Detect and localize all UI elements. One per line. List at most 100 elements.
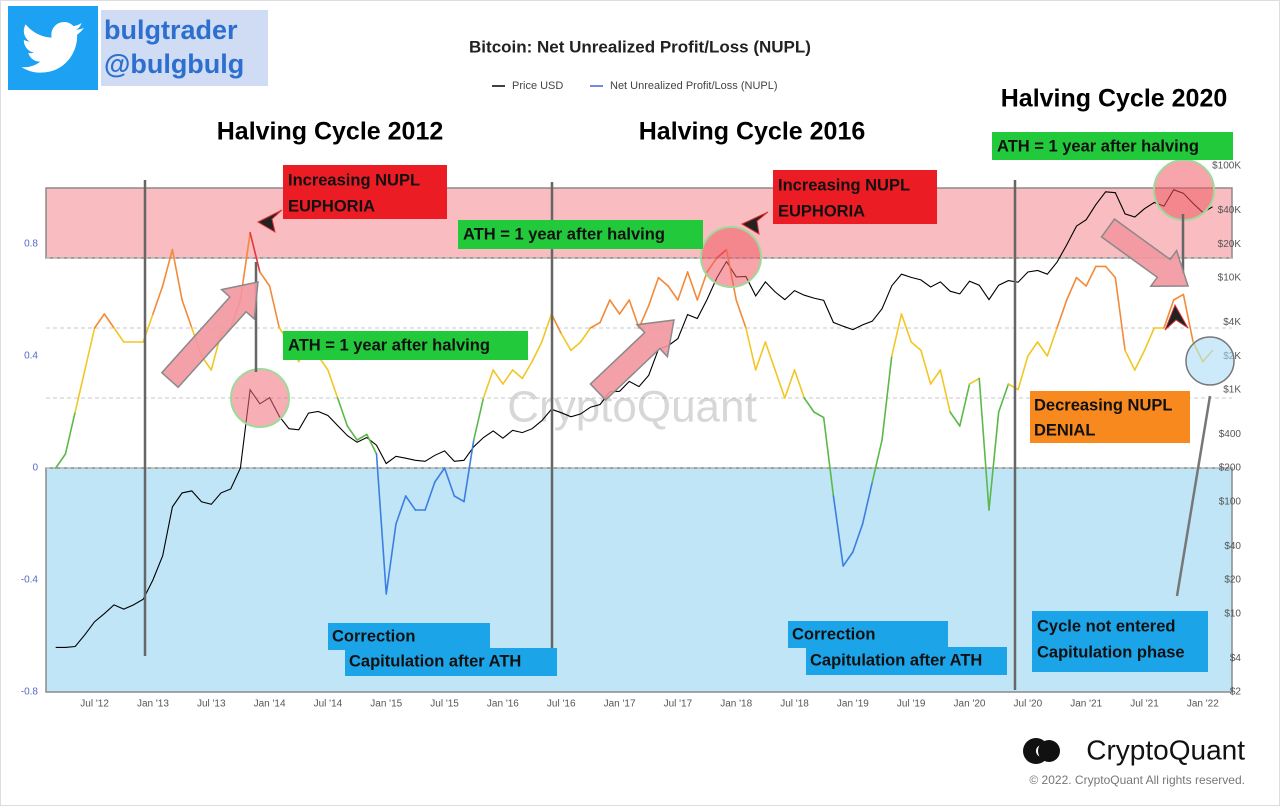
annotation-text: Capitulation phase	[1037, 643, 1185, 661]
nupl-segment	[1104, 265, 1117, 279]
nupl-segment	[861, 481, 874, 525]
nupl-segment	[560, 332, 572, 352]
nupl-segment	[754, 341, 767, 371]
nupl-segment	[1065, 276, 1078, 301]
nupl-segment	[1017, 355, 1029, 391]
nupl-segment	[1085, 265, 1097, 287]
nupl-segment	[696, 271, 708, 301]
x-tick-label: Jul '12	[80, 699, 109, 710]
annotation-box	[328, 623, 490, 650]
nupl-segment	[628, 299, 640, 329]
arrowhead	[256, 209, 283, 234]
annotation-text: Halving Cycle 2012	[217, 118, 444, 146]
annotation-text: Halving Cycle 2016	[639, 118, 866, 146]
x-tick-label: Jan '18	[720, 699, 752, 710]
highlight-circle	[700, 226, 762, 288]
nupl-segment	[1036, 341, 1049, 357]
y2-tick-label: $100	[1219, 496, 1242, 507]
overlay-layer: Halving Cycle 2012 Halving Cycle 2016 Halv…	[143, 85, 1235, 690]
nupl-segment	[832, 495, 844, 567]
nupl-segment	[959, 383, 971, 427]
nupl-segment	[482, 369, 494, 399]
nupl-segment	[920, 349, 932, 385]
nupl-segment	[385, 523, 397, 595]
nupl-segment	[890, 313, 903, 357]
nupl-segment	[978, 377, 990, 511]
nupl-segment	[822, 416, 835, 497]
nupl-segment	[93, 313, 106, 329]
y2-tick-label: $40K	[1218, 205, 1242, 216]
y2-tick-label: $40	[1224, 541, 1241, 552]
x-tick-label: Jan '19	[837, 699, 869, 710]
legend-label: Net Unrealized Profit/Loss (NUPL)	[610, 80, 778, 92]
nupl-segment	[434, 467, 446, 483]
nupl-segment	[268, 285, 281, 329]
annotation-text: Correction	[332, 627, 415, 645]
nupl-segment	[84, 327, 96, 371]
trend-arrow	[589, 319, 675, 402]
annotation-text: EUPHORIA	[288, 197, 375, 215]
x-tick-label: Jul '15	[430, 699, 459, 710]
nupl-segment	[949, 411, 961, 427]
nupl-segment	[103, 313, 115, 329]
x-tick-label: Jan '20	[954, 699, 986, 710]
nupl-segment	[1172, 293, 1185, 301]
nupl-segment	[667, 285, 679, 301]
annotation-text: EUPHORIA	[778, 202, 865, 220]
x-tick-label: Jul '17	[664, 699, 693, 710]
nupl-segment	[346, 425, 358, 441]
chart-title: Bitcoin: Net Unrealized Profit/Loss (NUP…	[469, 37, 811, 56]
trend-arrow	[160, 281, 259, 389]
y-tick-label: -0.8	[21, 687, 39, 698]
y-tick-label: 0.4	[24, 351, 38, 362]
highlight-circle	[230, 368, 290, 428]
highlight-circle	[1153, 159, 1215, 221]
nupl-segment	[900, 313, 912, 343]
nupl-segment	[74, 369, 86, 413]
nupl-segment	[852, 523, 864, 553]
nupl-segment	[336, 397, 349, 427]
x-tick-label: Jan '13	[137, 699, 169, 710]
nupl-segment	[492, 369, 504, 385]
nupl-segment	[579, 327, 592, 343]
nupl-segment	[531, 341, 543, 363]
y2-tick-label: $20K	[1218, 239, 1242, 250]
annotation-box	[1032, 611, 1208, 672]
nupl-segment	[774, 369, 786, 399]
annotation-box	[283, 165, 447, 219]
annotation-box	[1030, 391, 1190, 443]
x-tick-label: Jan '17	[604, 699, 636, 710]
x-tick-label: Jan '16	[487, 699, 519, 710]
x-tick-label: Jul '20	[1014, 699, 1043, 710]
nupl-segment	[1124, 349, 1136, 371]
x-tick-label: Jul '14	[314, 699, 343, 710]
nupl-segment	[657, 276, 669, 287]
nupl-segment	[929, 369, 942, 385]
annotation-box	[992, 132, 1233, 160]
y2-tick-label: $10K	[1218, 273, 1242, 284]
nupl-segment	[395, 495, 407, 525]
annotation-box	[283, 331, 528, 360]
nupl-segment	[570, 341, 582, 352]
nupl-segment	[881, 355, 893, 441]
nupl-segment	[181, 299, 193, 329]
annotation-box	[773, 170, 937, 224]
nupl-segment	[677, 271, 689, 301]
legend-label: Price USD	[512, 80, 563, 92]
nupl-segment	[404, 495, 417, 511]
footer-logo: CryptoQuant	[1086, 734, 1245, 765]
nupl-segment	[793, 369, 806, 399]
x-tick-label: Jul '19	[897, 699, 926, 710]
x-tick-label: Jan '14	[254, 699, 286, 710]
brand-name: bulgtrader	[104, 15, 238, 45]
nupl-segment	[997, 383, 1010, 413]
x-tick-label: Jul '13	[197, 699, 226, 710]
y2-tick-label: $20	[1224, 575, 1241, 586]
handle-box	[101, 10, 268, 86]
y2-tick-label: $10	[1224, 608, 1241, 619]
nupl-segment	[745, 327, 757, 371]
nupl-segment	[1163, 299, 1175, 329]
annotation-box	[345, 648, 557, 676]
nupl-segment	[813, 411, 825, 419]
annotation-text: ATH = 1 year after halving	[288, 336, 490, 354]
